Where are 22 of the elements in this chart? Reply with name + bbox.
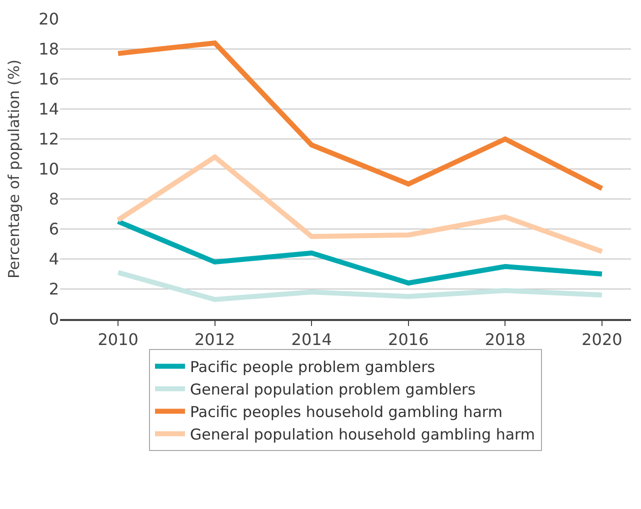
y-axis-title: Percentage of population (%) xyxy=(4,60,23,278)
y-tick-label: 4 xyxy=(48,250,59,269)
y-tick-label: 14 xyxy=(38,100,59,119)
y-tick-label: 20 xyxy=(38,10,59,29)
y-tick-label: 0 xyxy=(48,310,59,329)
legend-label: General population problem gamblers xyxy=(190,380,476,399)
y-tick-label: 10 xyxy=(38,160,59,179)
y-tick-label: 8 xyxy=(48,190,59,209)
y-tick-label: 6 xyxy=(48,220,59,239)
x-tick-label: 2018 xyxy=(484,330,526,350)
legend-label: Pacific peoples household gambling harm xyxy=(190,403,502,422)
x-tick-label: 2010 xyxy=(98,330,138,350)
x-tick-label: 2012 xyxy=(194,330,236,350)
x-tick-label: 2020 xyxy=(582,330,622,350)
y-tick-label: 18 xyxy=(38,40,59,59)
legend-label: Pacific people problem gamblers xyxy=(190,358,436,376)
legend-label: General population household gambling harm xyxy=(190,426,536,444)
x-tick-label: 2016 xyxy=(388,330,429,350)
y-tick-label: 16 xyxy=(38,70,59,89)
y-tick-label: 12 xyxy=(38,130,59,149)
y-tick-label: 2 xyxy=(48,280,59,299)
x-tick-label: 2014 xyxy=(291,330,332,350)
